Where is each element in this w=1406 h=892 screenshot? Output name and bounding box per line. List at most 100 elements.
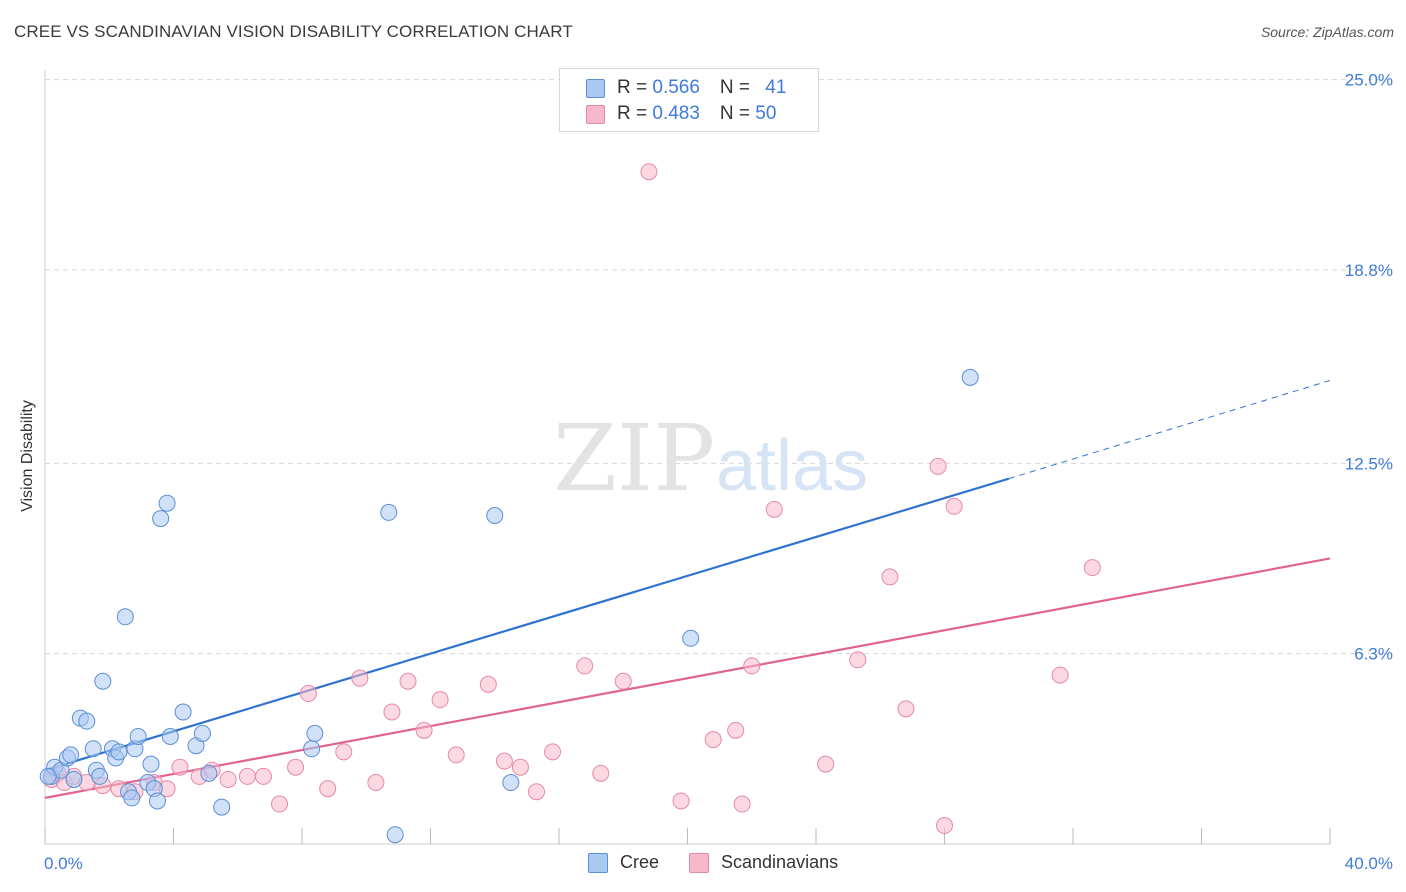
watermark-zip: ZIP: [553, 405, 715, 512]
cree-swatch: [586, 78, 605, 98]
scandinavians-point: [897, 700, 915, 718]
scandinavians-legend-label: Scandinavians: [721, 852, 839, 872]
cree-point: [84, 740, 102, 758]
cree-point: [152, 510, 170, 528]
scandinavians-point: [479, 675, 497, 693]
cree-point: [961, 368, 979, 386]
scandinavians-point: [1083, 559, 1101, 577]
correlation-legend: R = 0.566 N = 41 R = 0.483 N = 50: [559, 68, 819, 132]
cree-point: [306, 724, 324, 742]
cree-point: [129, 727, 147, 745]
legend-n-value: 50: [755, 103, 777, 124]
scandinavians-point: [319, 780, 337, 798]
cree-point: [193, 724, 211, 742]
legend-n-label: N =: [719, 77, 756, 98]
y-axis-label: Vision Disability: [19, 400, 36, 512]
scandinavians-point: [576, 657, 594, 675]
scandinavians-point: [171, 758, 189, 776]
cree-point: [380, 503, 398, 521]
scandinavians-point: [614, 672, 632, 690]
cree-point: [213, 798, 231, 816]
scandinavians-point: [1051, 666, 1069, 684]
scandinavians-point: [929, 457, 947, 475]
scandinavians-point: [817, 755, 835, 773]
y-tick-label: 25.0%: [1345, 71, 1393, 90]
scandinavians-point: [592, 764, 610, 782]
scandinavians-point: [704, 731, 722, 749]
cree-point: [200, 764, 218, 782]
gridlines: [45, 79, 1390, 655]
legend-n-label: N =: [719, 103, 756, 124]
cree-point: [78, 712, 96, 730]
scandinavians-point: [383, 703, 401, 721]
cree-point: [116, 608, 134, 626]
cree-point: [65, 770, 83, 788]
scandinavians-point: [936, 817, 953, 835]
data-points: [39, 163, 1101, 844]
scandinavians-point: [672, 792, 690, 810]
tick-labels: 6.3% 12.5% 18.8% 25.0% 0.0% 40.0%: [44, 71, 1393, 873]
cree-point: [502, 774, 520, 792]
scandinavians-point: [881, 568, 899, 586]
scandinavians-point: [254, 767, 272, 785]
cree-point: [386, 826, 404, 844]
y-tick-label: 12.5%: [1345, 454, 1393, 473]
scandinavians-point: [743, 657, 761, 675]
trend-lines: [44, 379, 1331, 799]
scandinavians-point: [765, 500, 783, 518]
y-tick-label: 18.8%: [1345, 261, 1393, 280]
cree-point: [148, 792, 166, 810]
x-tick-label: 0.0%: [44, 854, 83, 873]
cree-legend-label: Cree: [620, 852, 660, 872]
legend-r-value: 0.483: [652, 103, 700, 124]
scandinavians-point: [511, 758, 529, 776]
scandinavians-point: [415, 721, 433, 739]
legend-r-label: R =: [617, 103, 653, 124]
cree-point: [142, 755, 160, 773]
scandinavians-point: [528, 783, 546, 801]
scandinavians-point: [335, 743, 353, 761]
scandinavians-point: [849, 651, 867, 669]
scandinavians-point: [287, 758, 305, 776]
legend-row-cree: R = 0.566 N = 41: [586, 76, 786, 100]
scandinavians-point: [447, 746, 465, 764]
scandinavians-point: [367, 774, 385, 792]
scandinavians-point: [495, 752, 513, 770]
chart-title: CREE VS SCANDINAVIAN VISION DISABILITY C…: [14, 22, 573, 41]
cree-point: [158, 494, 176, 512]
cree-point: [62, 746, 80, 764]
legend-n-value: 41: [765, 77, 787, 98]
scandinavians-point: [544, 743, 562, 761]
trend-extension-cree: [1008, 379, 1331, 480]
y-tick-label: 6.3%: [1354, 645, 1393, 664]
trend-line-scandinavians: [44, 557, 1331, 799]
scandinavians-point: [299, 685, 317, 703]
scandinavians-point: [271, 795, 289, 813]
legend-r-value: 0.566: [652, 77, 700, 98]
series-legend: Cree Scandinavians: [588, 852, 838, 873]
cree-point: [161, 727, 179, 745]
cree-point: [682, 629, 700, 647]
cree-legend-swatch: [588, 852, 608, 873]
watermark-atlas: atlas: [716, 426, 868, 506]
legend-r-label: R =: [617, 77, 653, 98]
scandinavians-point: [727, 721, 745, 739]
trend-line-cree: [44, 477, 1010, 772]
cree-point: [486, 506, 504, 524]
scandinavians-point: [351, 669, 369, 687]
scandinavians-point: [399, 672, 417, 690]
cree-point: [91, 767, 109, 785]
scandinavians-point: [219, 770, 237, 788]
scandinavians-point: [431, 691, 449, 709]
scandinavians-point: [945, 497, 963, 515]
x-tick-label: 40.0%: [1345, 854, 1393, 873]
scandinavians-point: [238, 767, 256, 785]
scandinavians-point: [640, 163, 658, 181]
cree-point: [110, 743, 128, 761]
scandinavians-swatch: [586, 104, 605, 124]
cree-point: [174, 703, 192, 721]
cree-point: [94, 672, 112, 690]
cree-point: [39, 767, 57, 785]
cree-point: [303, 740, 321, 758]
